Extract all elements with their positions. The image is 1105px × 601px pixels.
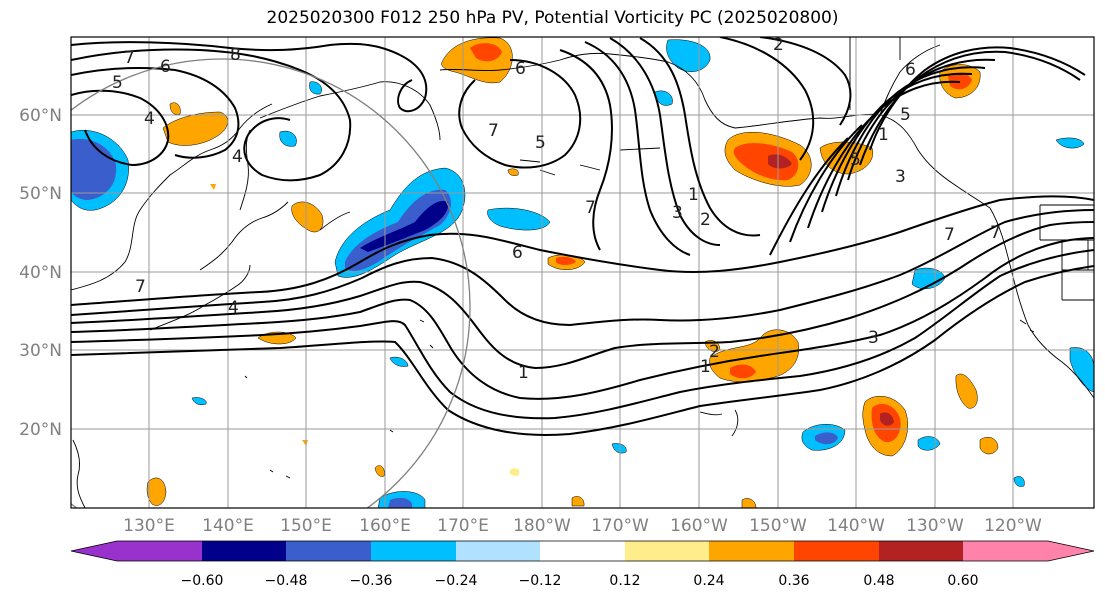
- colorbar-segment: [371, 541, 456, 561]
- contour-label: 1: [518, 363, 529, 383]
- contour-label: 7: [135, 277, 146, 297]
- longitude-labels: 130°E 140°E 150°E 160°E 170°E 180°W 170°…: [123, 516, 1042, 536]
- contour-label: 7: [488, 121, 499, 141]
- contour-label: 2: [709, 342, 720, 362]
- colorbar-tick-label: 0.60: [947, 573, 978, 589]
- map-frame: [70, 36, 1095, 509]
- lon-label: 140°W: [827, 516, 885, 536]
- colorbar-tick-label: −0.60: [181, 573, 224, 589]
- lon-label: 130°W: [906, 516, 964, 536]
- colorbar-tick-label: −0.12: [519, 573, 562, 589]
- lon-label: 120°W: [984, 516, 1042, 536]
- contour-label: 8: [230, 45, 241, 65]
- contour-label: 5: [112, 73, 123, 93]
- colorbar-segment: [625, 541, 709, 561]
- pv-contours: [71, 37, 1094, 436]
- contour-label: 3: [868, 328, 879, 348]
- lon-label: 160°E: [359, 516, 411, 536]
- map-plot-area: 7 8 6 5 4 6 7 5 4 4 7 1 2 3 6 7 2 1 1 2 …: [71, 35, 1094, 508]
- contour-label: 7: [944, 225, 955, 245]
- colorbar-tick-label: 0.12: [609, 573, 640, 589]
- lat-label: 30°N: [19, 341, 62, 361]
- contour-label: 5: [535, 133, 546, 153]
- lon-label: 160°W: [670, 516, 728, 536]
- contour-label-group: 7 8 6 5 4 6 7 5 4 4 7 1 2 3 6 7 2 1 1 2 …: [112, 35, 1001, 383]
- colorbar-tick-label: 0.48: [863, 573, 894, 589]
- contour-label: 3: [895, 167, 906, 187]
- colorbar-segment: [540, 541, 625, 561]
- contour-label: 3: [672, 203, 683, 223]
- contour-label: 4: [232, 147, 243, 167]
- lon-label: 170°E: [437, 516, 489, 536]
- colorbar-tick-label: 0.24: [693, 573, 724, 589]
- colorbar-ticks: −0.60 −0.48 −0.36 −0.24 −0.12 0.12 0.24 …: [181, 573, 979, 589]
- colorbar-segment: [286, 541, 371, 561]
- contour-label: 6: [515, 59, 526, 79]
- lat-label: 40°N: [19, 263, 62, 283]
- colorbar-tick-label: −0.48: [265, 573, 308, 589]
- lon-label: 140°E: [202, 516, 254, 536]
- contour-label: 1: [688, 185, 699, 205]
- lon-label: 130°E: [123, 516, 175, 536]
- contour-label: 6: [160, 57, 171, 77]
- contour-label: 2: [700, 210, 711, 230]
- lon-label: 180°W: [513, 516, 571, 536]
- contour-label: 4: [228, 298, 239, 318]
- colorbar-tick-label: −0.36: [350, 573, 393, 589]
- contour-label: 6: [512, 243, 523, 263]
- contour-label: 7: [990, 223, 1001, 243]
- contour-label: 4: [144, 109, 155, 129]
- map-title: 2025020300 F012 250 hPa PV, Potential Vo…: [266, 8, 839, 28]
- colorbar-segment: [794, 541, 879, 561]
- contour-label: 6: [905, 60, 916, 80]
- contour-label: 2: [773, 35, 784, 55]
- colorbar-segment: [202, 541, 286, 561]
- lon-label: 150°W: [749, 516, 807, 536]
- colorbar-outline: [70, 540, 1095, 562]
- contour-label: 1: [878, 125, 889, 145]
- range-circle: [71, 58, 471, 508]
- contour-label: 5: [850, 150, 861, 170]
- lat-label: 60°N: [19, 106, 62, 126]
- pv-anomaly-shading: [71, 37, 1094, 508]
- contour-label: 7: [585, 198, 596, 218]
- colorbar: −0.60 −0.48 −0.36 −0.24 −0.12 0.12 0.24 …: [70, 540, 1095, 589]
- lon-label: 150°E: [280, 516, 332, 536]
- colorbar-segment: [456, 541, 540, 561]
- colorbar-segment: [963, 541, 1094, 561]
- contour-label: 1: [700, 357, 711, 377]
- colorbar-tick-label: −0.24: [435, 573, 478, 589]
- contour-label: 7: [124, 48, 135, 68]
- colorbar-segment: [879, 541, 963, 561]
- coastlines: [71, 37, 1094, 508]
- lat-label: 20°N: [19, 420, 62, 440]
- colorbar-segment: [71, 541, 202, 561]
- lat-label: 50°N: [19, 184, 62, 204]
- latitude-labels: 60°N 50°N 40°N 30°N 20°N: [19, 106, 62, 440]
- contour-label: 5: [900, 105, 911, 125]
- colorbar-segments: [71, 541, 1094, 561]
- colorbar-segment: [709, 541, 794, 561]
- colorbar-tick-label: 0.36: [778, 573, 809, 589]
- lon-label: 170°W: [591, 516, 649, 536]
